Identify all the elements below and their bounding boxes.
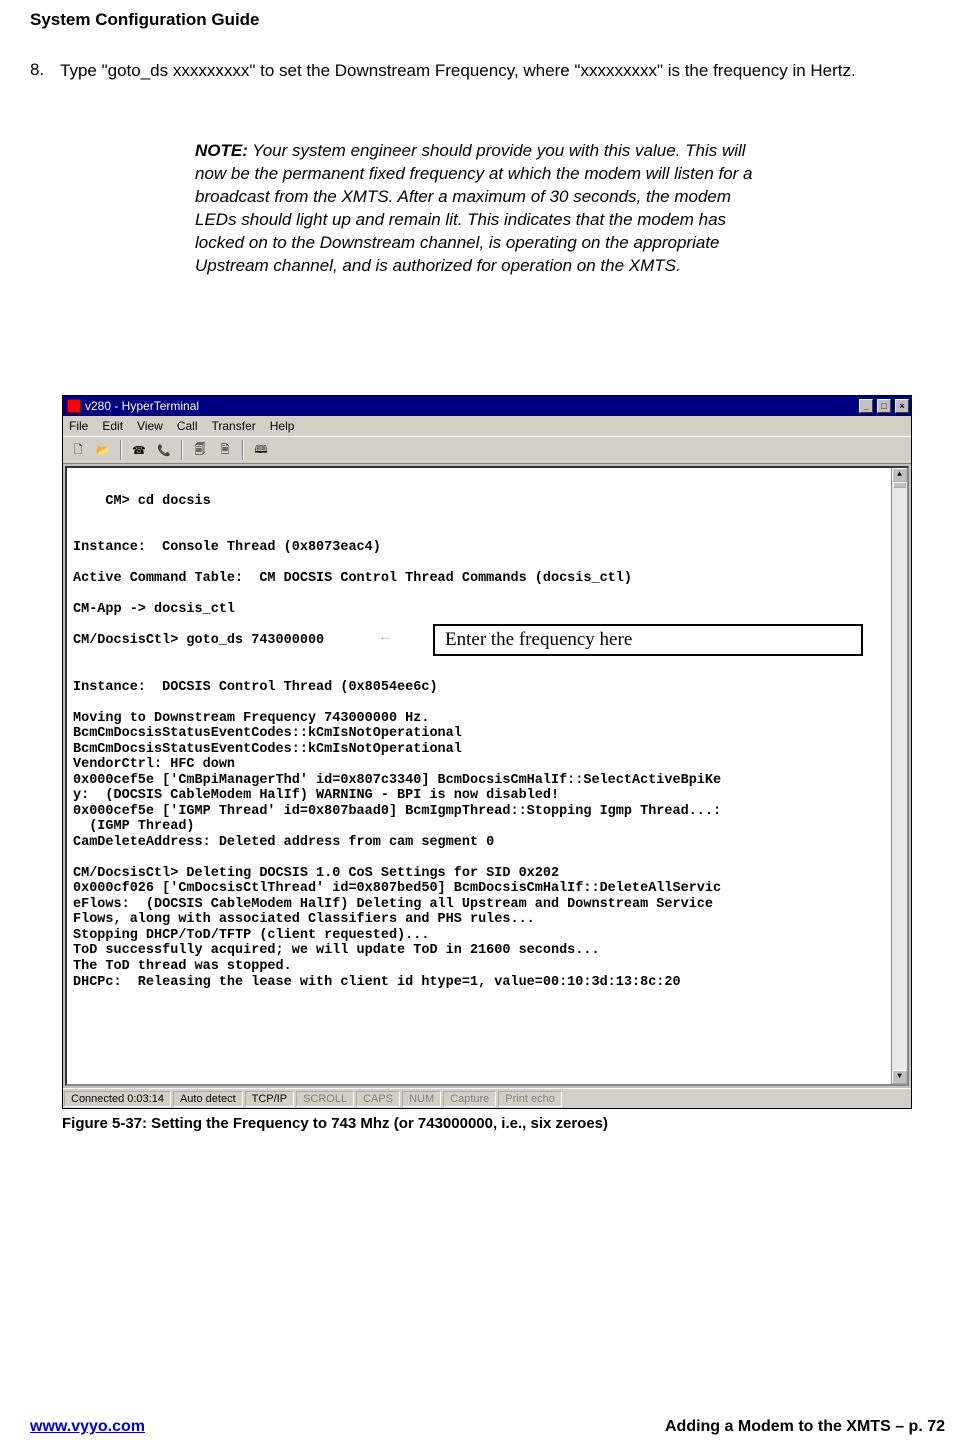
menu-view[interactable]: View: [137, 419, 163, 433]
toolbar-separator: [181, 440, 183, 460]
status-protocol: TCP/IP: [245, 1091, 294, 1107]
figure-caption: Figure 5-37: Setting the Frequency to 74…: [62, 1115, 608, 1132]
window-title: v280 - HyperTerminal: [85, 399, 199, 413]
minimize-button[interactable]: _: [859, 399, 873, 413]
scroll-up-icon[interactable]: ▲: [892, 468, 907, 482]
note-block: NOTE: Your system engineer should provid…: [195, 140, 765, 278]
menubar: File Edit View Call Transfer Help: [63, 416, 911, 436]
scroll-thumb[interactable]: [893, 482, 906, 488]
toolbar-send-icon[interactable]: 🗐: [189, 440, 211, 460]
note-label: NOTE:: [195, 141, 248, 160]
menu-call[interactable]: Call: [177, 419, 198, 433]
status-num: NUM: [402, 1091, 441, 1107]
menu-help[interactable]: Help: [270, 419, 295, 433]
step-number: 8.: [30, 60, 60, 80]
step-block: 8. Type "goto_ds xxxxxxxxx" to set the D…: [30, 60, 900, 83]
toolbar-receive-icon[interactable]: 🗎: [214, 440, 236, 460]
close-button[interactable]: ×: [895, 399, 909, 413]
hyperterminal-window: v280 - HyperTerminal _ □ × File Edit Vie…: [62, 395, 912, 1109]
terminal-text: CM> cd docsis Instance: Console Thread (…: [73, 494, 721, 990]
page-footer: www.vyyo.com Adding a Modem to the XMTS …: [30, 1418, 945, 1436]
status-caps: CAPS: [356, 1091, 400, 1107]
toolbar-separator: [120, 440, 122, 460]
status-detect: Auto detect: [173, 1091, 243, 1107]
status-connected: Connected 0:03:14: [64, 1091, 171, 1107]
app-icon: [67, 399, 81, 413]
scrollbar[interactable]: ▲ ▼: [891, 468, 907, 1084]
step-text: Type "goto_ds xxxxxxxxx" to set the Down…: [60, 60, 900, 83]
toolbar: 🗋 📂 ☎ 📞 🗐 🗎 🕮: [63, 436, 911, 464]
menu-edit[interactable]: Edit: [102, 419, 123, 433]
status-scroll: SCROLL: [296, 1091, 354, 1107]
status-capture: Capture: [443, 1091, 496, 1107]
scroll-down-icon[interactable]: ▼: [892, 1070, 907, 1084]
menu-transfer[interactable]: Transfer: [212, 419, 256, 433]
titlebar: v280 - HyperTerminal _ □ ×: [63, 396, 911, 416]
page-title: System Configuration Guide: [30, 10, 260, 30]
terminal-output[interactable]: CM> cd docsis Instance: Console Thread (…: [65, 466, 909, 1086]
footer-page: Adding a Modem to the XMTS – p. 72: [665, 1418, 945, 1436]
toolbar-call-icon[interactable]: ☎: [128, 440, 150, 460]
status-printecho: Print echo: [498, 1091, 562, 1107]
statusbar: Connected 0:03:14 Auto detect TCP/IP SCR…: [63, 1088, 911, 1108]
menu-file[interactable]: File: [69, 419, 88, 433]
toolbar-new-icon[interactable]: 🗋: [67, 440, 89, 460]
maximize-button[interactable]: □: [877, 399, 891, 413]
toolbar-disconnect-icon[interactable]: 📞: [153, 440, 175, 460]
callout-arrow-icon: [340, 638, 432, 640]
toolbar-properties-icon[interactable]: 🕮: [250, 440, 272, 460]
footer-url[interactable]: www.vyyo.com: [30, 1418, 145, 1436]
toolbar-open-icon[interactable]: 📂: [92, 440, 114, 460]
note-body: Your system engineer should provide you …: [195, 141, 753, 275]
callout-label: Enter the frequency here: [433, 624, 863, 656]
toolbar-separator: [242, 440, 244, 460]
